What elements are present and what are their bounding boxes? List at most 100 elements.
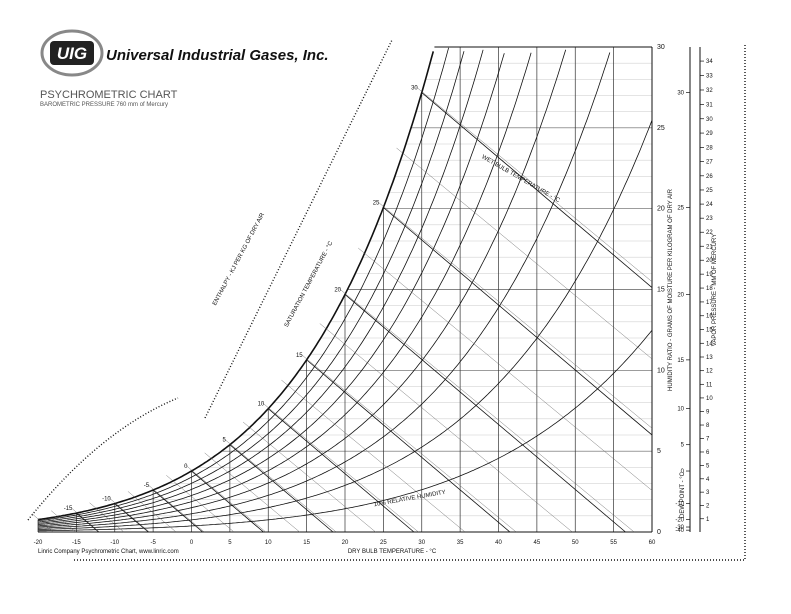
enthalpy-line bbox=[262, 402, 419, 533]
enthalpy-line bbox=[146, 483, 205, 533]
x-tick-label: 5 bbox=[228, 540, 232, 546]
x-tick-label: -5 bbox=[150, 540, 156, 546]
saturation-tick-label: -5 bbox=[144, 483, 150, 489]
footer: Linric Company Psychrometric Chart, www.… bbox=[38, 549, 179, 555]
x-tick-label: 15 bbox=[303, 540, 310, 546]
enthalpy-border bbox=[204, 39, 393, 419]
y-tick-label: 10 bbox=[657, 367, 665, 374]
enthalpy-line bbox=[281, 379, 466, 533]
saturation-tick-label: -10 bbox=[102, 497, 111, 503]
x-tick-label: -10 bbox=[110, 540, 119, 546]
logo: UIG bbox=[40, 29, 104, 77]
vapor-tick-label: 32 bbox=[706, 88, 713, 94]
x-tick-label: 30 bbox=[418, 540, 425, 546]
wet-bulb-line bbox=[306, 359, 511, 533]
x-axis-label: DRY BULB TEMPERATURE - °C bbox=[348, 549, 437, 555]
rh-curve bbox=[37, 52, 532, 527]
saturation-tick-label: 15 bbox=[296, 353, 303, 359]
wet-bulb-line bbox=[191, 470, 264, 533]
x-tick-label: 55 bbox=[610, 540, 617, 546]
enthalpy-line bbox=[204, 452, 300, 533]
y-axis-label: HUMIDITY RATIO - GRAMS OF MOISTURE PER K… bbox=[668, 188, 674, 391]
enthalpy-line bbox=[415, 86, 653, 282]
rh-curve bbox=[37, 53, 505, 525]
vapor-axis-label: VAPOR PRESSURE - MM OF MERCURY bbox=[712, 234, 718, 346]
vapor-tick-label: 11 bbox=[706, 382, 713, 388]
y-tick-label: 30 bbox=[657, 44, 665, 51]
enthalpy-line bbox=[108, 497, 150, 533]
vapor-tick-label: 31 bbox=[706, 102, 713, 108]
vapor-tick-label: 4 bbox=[706, 477, 710, 483]
enthalpy-line bbox=[358, 247, 653, 491]
saturation-tick-label: 20 bbox=[334, 287, 341, 293]
x-tick-label: -20 bbox=[34, 540, 43, 546]
x-tick-label: -15 bbox=[72, 540, 81, 546]
y-tick-label: 5 bbox=[657, 448, 661, 455]
vapor-tick-label: 19 bbox=[706, 272, 713, 278]
dew-tick-label: 20 bbox=[677, 292, 684, 298]
pressure-value: 760 bbox=[116, 102, 127, 108]
vapor-tick-label: 28 bbox=[706, 145, 713, 151]
enthalpy-line bbox=[185, 464, 266, 533]
vapor-tick-label: 16 bbox=[706, 314, 713, 320]
vapor-tick-label: 26 bbox=[706, 174, 713, 180]
enthalpy-line bbox=[396, 147, 653, 360]
wet-bulb-line bbox=[229, 444, 334, 533]
enthalpy-line bbox=[242, 421, 376, 533]
enthalpy-line bbox=[338, 288, 635, 533]
rh-curve bbox=[37, 47, 449, 522]
logo-text: UIG bbox=[57, 44, 87, 63]
y-tick-label: 25 bbox=[657, 125, 665, 132]
vapor-tick-label: 6 bbox=[706, 450, 710, 456]
x-tick-label: 10 bbox=[265, 540, 272, 546]
vapor-tick-label: 27 bbox=[706, 160, 713, 166]
x-tick-label: 0 bbox=[190, 540, 194, 546]
saturation-tick-label: 30 bbox=[411, 86, 418, 92]
enthalpy-line bbox=[127, 491, 177, 533]
vapor-tick-label: 12 bbox=[706, 369, 713, 375]
vapor-tick-label: 13 bbox=[706, 355, 713, 361]
vapor-tick-label: 2 bbox=[706, 503, 710, 509]
enthalpy-border bbox=[72, 45, 746, 561]
vapor-tick-label: 1 bbox=[706, 517, 710, 523]
wet-bulb-line bbox=[383, 207, 653, 436]
saturation-tick-label: 0 bbox=[184, 464, 188, 470]
pressure-label: BAROMETRIC PRESSURE bbox=[40, 102, 115, 108]
vapor-tick-label: 34 bbox=[706, 59, 713, 65]
dew-tick-label: 30 bbox=[677, 91, 684, 97]
enthalpy-line bbox=[70, 506, 100, 533]
x-tick-label: 60 bbox=[649, 540, 656, 546]
dew-tick-label: 10 bbox=[677, 407, 684, 413]
rh-curve bbox=[37, 51, 465, 523]
enthalpy-line bbox=[51, 510, 77, 533]
dew-axis-label: DEW POINT - °C bbox=[680, 471, 686, 518]
vapor-tick-label: 23 bbox=[706, 216, 713, 222]
enthalpy-label: ENTHALPY - KJ PER KG OF DRY AIR bbox=[212, 212, 266, 307]
dew-tick-label: -20 bbox=[675, 518, 684, 524]
vapor-tick-label: 7 bbox=[706, 437, 710, 443]
x-tick-label: 40 bbox=[495, 540, 502, 546]
saturation-label: SATURATION TEMPERATURE - °C bbox=[284, 240, 335, 328]
enthalpy-line bbox=[300, 353, 517, 533]
dew-tick-label: 25 bbox=[677, 206, 684, 212]
enthalpy-line bbox=[223, 438, 337, 533]
pressure-unit: mm of Mercury bbox=[128, 102, 168, 108]
logo-badge bbox=[50, 41, 94, 65]
vapor-tick-label: 22 bbox=[706, 230, 713, 236]
dew-tick-label: -30 bbox=[675, 525, 684, 531]
dew-tick-label: 5 bbox=[681, 443, 685, 449]
enthalpy-line bbox=[31, 513, 54, 533]
vapor-tick-label: 25 bbox=[706, 188, 713, 194]
pressure-note: BAROMETRIC PRESSURE 760 mm of Mercury bbox=[40, 102, 168, 108]
x-tick-label: 25 bbox=[380, 540, 387, 546]
vapor-tick-label: 10 bbox=[706, 396, 713, 402]
saturation-tick-label: 5 bbox=[223, 438, 227, 444]
vapor-tick-label: 15 bbox=[706, 328, 713, 334]
rh-curve bbox=[37, 52, 611, 529]
y-tick-label: 0 bbox=[657, 529, 661, 536]
rh-label: 10% RELATIVE HUMIDITY bbox=[373, 490, 446, 509]
chart-title: PSYCHROMETRIC CHART bbox=[40, 89, 178, 101]
enthalpy-line bbox=[319, 323, 573, 533]
enthalpy-border bbox=[27, 397, 179, 521]
logo-ring bbox=[40, 29, 104, 77]
